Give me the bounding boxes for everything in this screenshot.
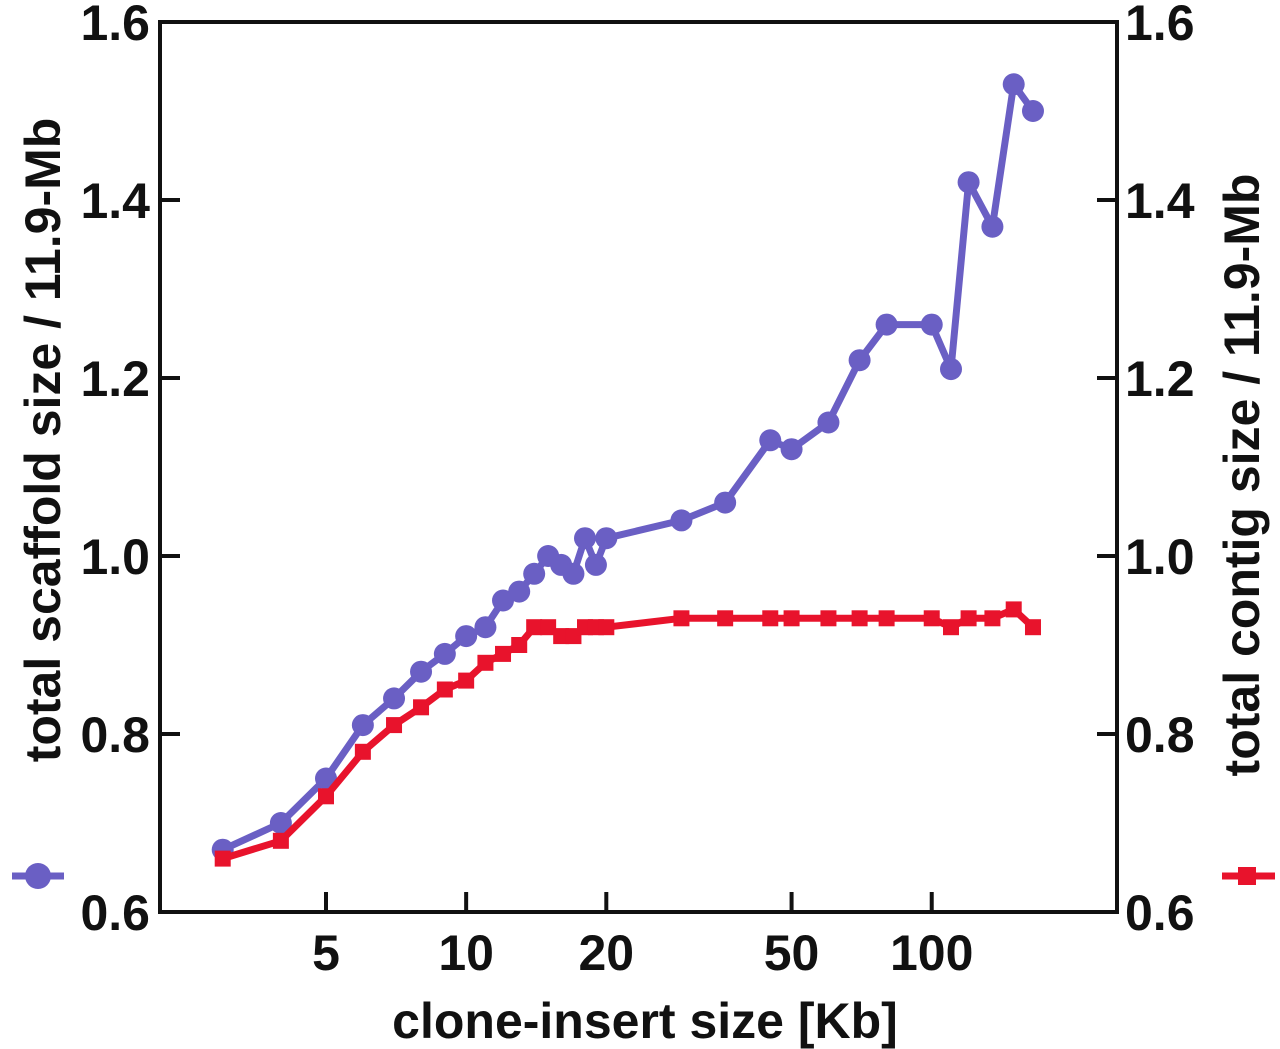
series-1-point (562, 562, 585, 585)
series-2 (214, 601, 1041, 867)
series-1-point (410, 660, 433, 683)
x-axis-ticks: 5 10 20 50 100 (312, 892, 973, 981)
series-2-point (272, 832, 289, 849)
series-2-point (851, 610, 868, 627)
left-series-key-marker (25, 863, 51, 889)
left-y-tick-label: 0.6 (80, 885, 150, 941)
right-y-tick-label: 0.8 (1125, 707, 1195, 763)
left-y-tick-label: 1.6 (80, 0, 150, 51)
plot-frame (158, 20, 1119, 914)
series-2-point (762, 610, 779, 627)
series-1-point (759, 429, 782, 452)
right-y-tick-label: 1.6 (1125, 0, 1195, 51)
series-1-point (817, 411, 840, 434)
series-2-point (878, 610, 895, 627)
left-y-tick-label: 1.0 (80, 529, 150, 585)
series-1-point (269, 812, 292, 834)
left-y-axis-title: total scaffold size / 11.9-Mb (15, 118, 71, 763)
series-1-point (1021, 100, 1044, 122)
series-2-point (717, 610, 734, 627)
series-1-point (383, 687, 406, 710)
series-2-point (526, 619, 543, 636)
series-2-point (386, 717, 403, 734)
series-1-point (574, 527, 597, 550)
series-2-point (960, 610, 977, 627)
series-1-line (221, 80, 1036, 853)
x-tick-label: 50 (764, 925, 820, 981)
series-1-point (848, 349, 871, 372)
x-tick-label: 100 (890, 925, 973, 981)
series-1-point (492, 589, 515, 612)
series-1-point (474, 616, 497, 639)
series-2-point (553, 628, 570, 645)
series-2-point (598, 619, 615, 636)
series-1-point (920, 313, 943, 336)
left-y-tick-label: 1.2 (80, 351, 150, 407)
series-1-point (981, 215, 1004, 238)
left-y-axis-title-group: total scaffold size / 11.9-Mb (15, 118, 71, 763)
series-1-point (670, 509, 693, 532)
series-1-point (523, 562, 546, 585)
series-1-point (780, 438, 803, 461)
x-tick-label: 10 (438, 925, 494, 981)
series-2-point (984, 610, 1001, 627)
right-series-key-marker (1238, 867, 1256, 885)
series-2-point (511, 637, 528, 653)
plot-border (158, 20, 1119, 914)
series-2-point (923, 610, 940, 627)
right-series-key (1222, 867, 1275, 885)
series-1-point (714, 491, 737, 514)
series-1-point (595, 527, 618, 550)
series-2-line (221, 605, 1036, 862)
series-1-point (314, 767, 337, 790)
series-2-point (943, 619, 960, 636)
series-1-point (875, 313, 898, 336)
left-y-tick-label: 1.4 (80, 173, 150, 229)
series-2-point (783, 610, 800, 627)
series-2-point (458, 672, 475, 689)
series-1-point (455, 625, 478, 648)
x-tick-label: 20 (578, 925, 634, 981)
x-tick-label: 5 (312, 925, 340, 981)
series-2-point (540, 619, 557, 636)
right-y-axis-ticks: 0.6 0.8 1.0 1.2 1.4 1.6 (1097, 0, 1195, 941)
series-2-point (214, 850, 231, 867)
series-1 (211, 73, 1044, 861)
series-1-point (957, 171, 980, 194)
series-1-point (940, 358, 963, 381)
right-y-axis-title-group: total contig size / 11.9-Mb (1214, 174, 1270, 777)
left-y-axis-ticks: 0.6 0.8 1.0 1.2 1.4 1.6 (80, 0, 180, 941)
right-y-axis-title: total contig size / 11.9-Mb (1214, 174, 1270, 777)
right-y-tick-label: 0.6 (1125, 885, 1195, 941)
series-2-point (413, 699, 430, 716)
series-1-point (584, 553, 607, 576)
series-2-point (436, 681, 453, 698)
series-2-point (317, 788, 334, 805)
series-2-point (354, 743, 371, 760)
series-1-point (351, 714, 374, 737)
series-1-point (1002, 73, 1025, 96)
series-2-point (477, 654, 494, 671)
left-series-key (12, 863, 64, 889)
right-y-tick-label: 1.2 (1125, 351, 1195, 407)
series-2-point (1024, 619, 1041, 636)
left-y-tick-label: 0.8 (80, 707, 150, 763)
series-2-point (495, 645, 512, 662)
series-1-point (508, 580, 531, 603)
series-2-point (820, 610, 837, 627)
series-layer (211, 73, 1044, 867)
series-1-point (433, 642, 456, 665)
series-2-point (673, 610, 690, 627)
x-axis-title: clone-insert size [Kb] (392, 993, 898, 1049)
series-2-point (1005, 601, 1022, 618)
right-y-tick-label: 1.0 (1125, 529, 1195, 585)
right-y-tick-label: 1.4 (1125, 173, 1195, 229)
